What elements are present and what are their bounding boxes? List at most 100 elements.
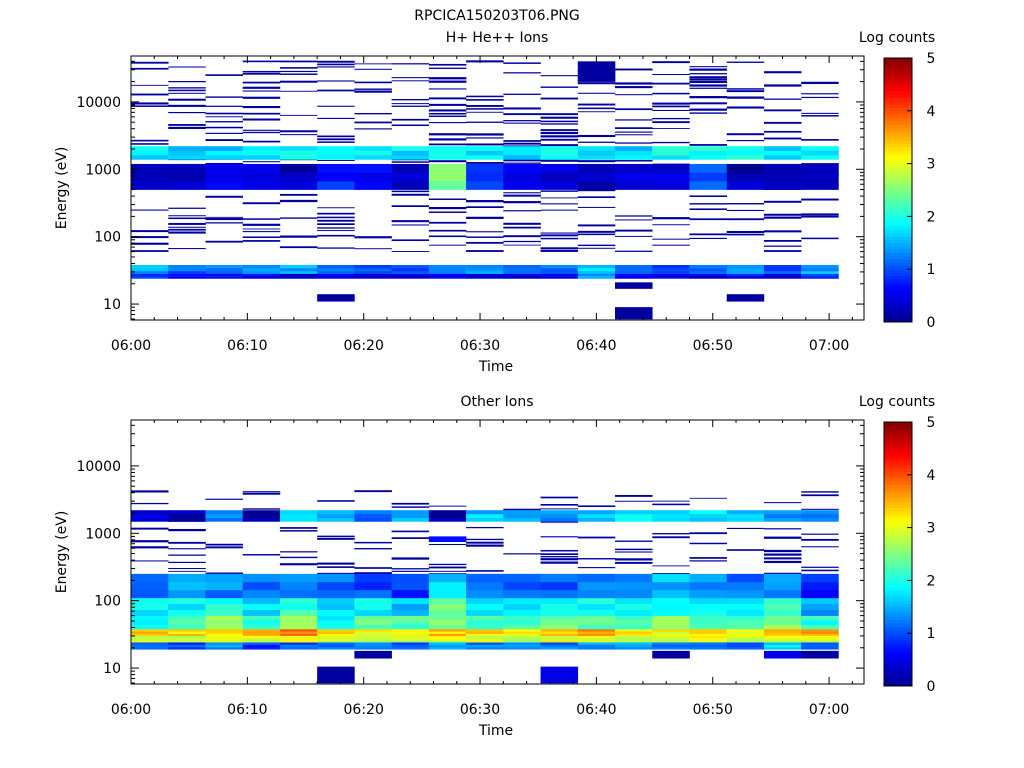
- count-line-cell: [428, 543, 467, 546]
- band-cell: [577, 172, 616, 182]
- band-cell: [763, 633, 802, 637]
- count-line-cell: [726, 230, 765, 234]
- band-cell: [391, 275, 430, 278]
- band-cell: [354, 635, 392, 639]
- colorbar-segment: [884, 530, 912, 535]
- band-cell: [205, 615, 243, 621]
- count-line-cell: [279, 80, 318, 83]
- band-cell: [503, 513, 541, 518]
- count-line-cell: [615, 68, 653, 71]
- band-cell: [205, 573, 243, 583]
- colorbar-segment: [884, 633, 912, 637]
- count-line-cell: [131, 502, 169, 505]
- colorbar-segment: [884, 265, 912, 270]
- colorbar-segment: [884, 451, 912, 456]
- colorbar-segment: [884, 259, 912, 263]
- count-line-cell: [801, 569, 839, 572]
- x-tick-label: 06:00: [111, 702, 151, 718]
- count-line-cell: [131, 236, 169, 239]
- count-line-cell: [615, 229, 653, 232]
- band-cell: [726, 150, 765, 156]
- count-line-cell: [391, 118, 430, 121]
- band-cell: [763, 638, 802, 641]
- count-line-cell: [763, 200, 802, 203]
- band-cell: [466, 517, 504, 522]
- count-line-cell: [652, 141, 690, 144]
- band-cell: [615, 155, 653, 160]
- count-line-cell: [168, 541, 206, 544]
- band-cell: [801, 624, 839, 630]
- count-line-cell: [540, 144, 579, 147]
- count-line-cell: [428, 221, 467, 224]
- band-cell: [577, 510, 616, 515]
- count-line-cell: [615, 108, 653, 111]
- colorbar-segment: [884, 117, 912, 122]
- band-cell: [354, 597, 392, 605]
- band-cell: [652, 155, 690, 160]
- count-line-cell: [391, 105, 430, 107]
- band-cell: [317, 609, 355, 616]
- count-line-cell: [466, 137, 504, 139]
- count-line-cell: [503, 122, 541, 124]
- x-tick-label: 06:40: [576, 338, 616, 354]
- colorbar-segment: [884, 239, 912, 244]
- count-line-cell: [763, 528, 802, 530]
- band-cell: [131, 631, 169, 634]
- band-cell: [242, 635, 281, 639]
- y-tick-label: 10000: [76, 459, 121, 475]
- colorbar-segment: [884, 464, 912, 469]
- band-cell: [726, 635, 765, 639]
- band-cell: [131, 640, 169, 643]
- band-cell: [466, 644, 504, 648]
- band-cell: [279, 510, 318, 515]
- count-line-cell: [763, 536, 802, 539]
- band-cell: [428, 638, 467, 641]
- count-line-cell: [615, 119, 653, 121]
- band-cell: [726, 609, 765, 616]
- count-line-cell: [168, 548, 206, 550]
- count-line-cell: [428, 63, 467, 66]
- colorbar-segment: [884, 285, 912, 290]
- count-line-cell: [615, 250, 653, 252]
- count-line-cell: [540, 131, 579, 135]
- colorbar-segment: [884, 272, 912, 277]
- colorbar-frame: [883, 57, 913, 323]
- band-cell: [168, 155, 206, 160]
- band-cell: [205, 172, 243, 182]
- band-cell: [317, 620, 355, 625]
- band-cell: [391, 276, 430, 279]
- band-cell: [317, 589, 355, 599]
- count-line-cell: [763, 230, 802, 233]
- count-line-cell: [242, 202, 281, 205]
- band-cell: [801, 276, 839, 279]
- block-cell: [317, 294, 355, 302]
- band-cell: [726, 146, 765, 151]
- x-axis-label: Time: [478, 723, 513, 739]
- count-line-cell: [131, 67, 169, 70]
- band-cell: [466, 273, 504, 276]
- colorbar-segment: [884, 223, 912, 227]
- colorbar-segment: [884, 180, 912, 184]
- colorbar-tick-label: 4: [927, 468, 936, 484]
- band-cell: [391, 620, 430, 625]
- count-line-cell: [466, 236, 504, 238]
- count-line-cell: [317, 60, 355, 63]
- count-line-cell: [428, 570, 467, 572]
- band-cell: [763, 181, 802, 190]
- band-cell: [577, 640, 616, 643]
- count-line-cell: [540, 123, 579, 125]
- count-line-cell: [689, 80, 728, 84]
- count-line-cell: [279, 530, 318, 532]
- band-cell: [577, 513, 616, 518]
- band-cell: [615, 581, 653, 591]
- count-line-cell: [540, 159, 579, 162]
- count-line-cell: [763, 84, 802, 87]
- band-cell: [726, 573, 765, 583]
- count-line-cell: [168, 528, 206, 532]
- count-line-cell: [428, 206, 467, 210]
- colorbar-segment: [884, 610, 912, 614]
- band-cell: [428, 172, 467, 182]
- colorbar-segment: [884, 488, 912, 492]
- band-cell: [354, 155, 392, 160]
- count-line-cell: [354, 88, 392, 90]
